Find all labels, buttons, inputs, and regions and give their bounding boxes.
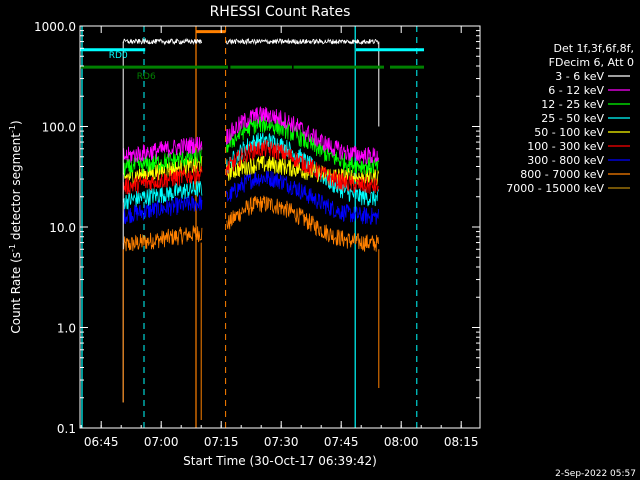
x-tick-label: 07:30 <box>264 435 299 449</box>
series-line-800-7000-kev <box>226 195 379 252</box>
y-tick-label: 1000.0 <box>34 20 76 34</box>
series-line-100-300-kev <box>122 166 203 195</box>
x-axis: 06:45 07:00 07:15 07:30 07:45 08:00 08:15 <box>80 26 479 449</box>
series-line-6-12-kev <box>122 136 203 163</box>
y-tick-label: 10.0 <box>49 221 76 235</box>
series-line-12-25-kev <box>226 115 379 175</box>
legend-label: 50 - 100 keV <box>534 126 604 139</box>
series-line-300-800-kev <box>226 170 379 225</box>
x-tick-label: 07:15 <box>204 435 239 449</box>
rd-label-rd6: RD6 <box>137 72 156 82</box>
legend-label: 25 - 50 keV <box>541 112 604 125</box>
x-tick-label: 08:00 <box>384 435 419 449</box>
x-tick-label: 07:00 <box>144 435 179 449</box>
chart-title: RHESSI Count Rates <box>210 4 351 20</box>
legend-label: 12 - 25 keV <box>541 98 604 111</box>
legend-header-line-2: FDecim 6, Att 0 <box>549 56 634 69</box>
plot-area: RD0 RD6 <box>80 26 424 428</box>
series-line-100-300-kev <box>226 139 379 194</box>
series-line-800-7000-kev <box>122 225 203 252</box>
series-line-25-50-kev <box>122 180 203 210</box>
y-tick-label: 100.0 <box>42 121 76 135</box>
legend-label: 800 - 7000 keV <box>520 168 604 181</box>
legend-label: 300 - 800 keV <box>527 154 604 167</box>
series-line-300-800-kev <box>122 195 203 225</box>
legend-header-line-1: Det 1f,3f,6f,8f, <box>553 42 634 55</box>
legend: Det 1f,3f,6f,8f, FDecim 6, Att 0 3 - 6 k… <box>506 42 634 195</box>
x-axis-label: Start Time (30-Oct-17 06:39:42) <box>183 454 377 468</box>
y-axis: 0.1 1.0 10.0 100.0 1000.0 <box>34 20 480 436</box>
legend-label: 3 - 6 keV <box>555 70 604 83</box>
series-line-50-100-kev <box>226 155 379 187</box>
series-line-3-6-kev <box>226 37 379 46</box>
legend-label: 100 - 300 keV <box>527 140 604 153</box>
y-tick-label: 0.1 <box>57 422 76 436</box>
y-axis-label: Count Rate (s-1 detector segment-1) <box>8 120 23 333</box>
series-line-3-6-kev <box>122 37 203 46</box>
x-tick-label: 08:15 <box>444 435 479 449</box>
x-tick-label: 06:45 <box>84 435 119 449</box>
series-line-6-12-kev <box>226 106 379 165</box>
x-tick-label: 07:45 <box>324 435 359 449</box>
y-tick-label: 1.0 <box>57 322 76 336</box>
generated-date: 2-Sep-2022 05:57 <box>555 469 636 479</box>
rd-label-rd0: RD0 <box>109 51 128 61</box>
legend-label: 6 - 12 keV <box>548 84 604 97</box>
legend-label: 7000 - 15000 keV <box>506 182 604 195</box>
